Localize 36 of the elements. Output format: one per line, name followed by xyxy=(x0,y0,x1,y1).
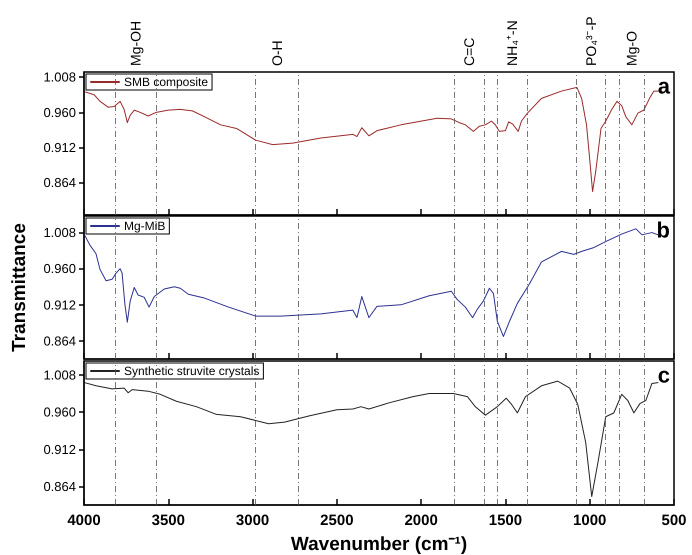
y-tick-label: 1.008 xyxy=(43,70,76,85)
y-tick-label: 0.864 xyxy=(43,175,76,190)
y-tick-label: 0.960 xyxy=(43,404,76,420)
annotation: c xyxy=(658,362,670,388)
annotation: a xyxy=(658,74,671,98)
ref-line-label: PO₄³⁻-P xyxy=(582,16,599,66)
x-tick-label: 2500 xyxy=(320,512,354,529)
x-tick-label: 1500 xyxy=(488,512,522,529)
y-tick-label: 0.912 xyxy=(43,140,76,156)
y-axis-title: Transmittance xyxy=(9,223,30,352)
y-tick-label: 0.912 xyxy=(43,442,76,457)
y-tick-label: 0.864 xyxy=(43,333,76,348)
legend-label: Mg-MiB xyxy=(124,219,166,233)
ref-line-label: O-H xyxy=(268,40,285,66)
x-tick-label: 500 xyxy=(661,512,687,529)
line-series xyxy=(84,380,658,497)
y-tick-label: 0.864 xyxy=(43,478,76,494)
x-axis-title: Wavenumber (cm⁻¹) xyxy=(290,534,468,555)
ref-line-label: C=C xyxy=(461,38,478,66)
y-tick-label: 1.008 xyxy=(43,367,76,382)
ref-line-label: Mg-OH xyxy=(128,20,144,66)
legend-label: SMB composite xyxy=(124,75,208,89)
ref-line-label: Mg-O xyxy=(624,30,640,66)
x-tick-label: 2000 xyxy=(404,512,438,529)
x-tick-label: 3000 xyxy=(236,512,270,529)
x-tick-label: 3500 xyxy=(152,512,185,529)
annotation: b xyxy=(656,218,670,242)
x-tick-label: 1000 xyxy=(573,512,606,529)
y-tick-label: 0.960 xyxy=(43,261,76,276)
ref-line-label: NH₄⁺-N xyxy=(504,20,520,66)
y-tick-label: 0.912 xyxy=(43,297,76,312)
line-series xyxy=(84,86,658,192)
y-tick-label: 0.960 xyxy=(43,104,76,120)
y-tick-label: 1.008 xyxy=(43,225,76,240)
legend-label: Synthetic struvite crystals xyxy=(124,364,260,378)
x-tick-label: 4000 xyxy=(67,512,101,529)
